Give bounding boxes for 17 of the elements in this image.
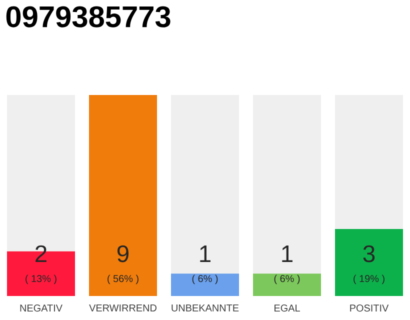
- chart-title: 0979385773: [6, 6, 170, 28]
- x-tick-label: EGAL: [274, 304, 300, 312]
- x-tick-label: UNBEKANNTE: [172, 304, 239, 312]
- x-tick-label: NEGATIV: [20, 304, 62, 312]
- annotation: ( 6% ): [274, 274, 300, 284]
- x-tick-label: POSITIV: [350, 304, 389, 312]
- data-label: 1: [200, 246, 210, 262]
- bar: [253, 274, 322, 296]
- data-label: 9: [117, 245, 129, 262]
- data-label: 3: [363, 245, 375, 262]
- annotation: ( 6% ): [192, 274, 218, 284]
- bar: [171, 274, 240, 296]
- x-tick-label: VERWIRREND: [89, 304, 156, 312]
- annotation: ( 13% ): [26, 274, 56, 284]
- annotation: ( 19% ): [354, 274, 384, 284]
- annotation: ( 56% ): [108, 274, 138, 284]
- data-label: 1: [282, 246, 292, 262]
